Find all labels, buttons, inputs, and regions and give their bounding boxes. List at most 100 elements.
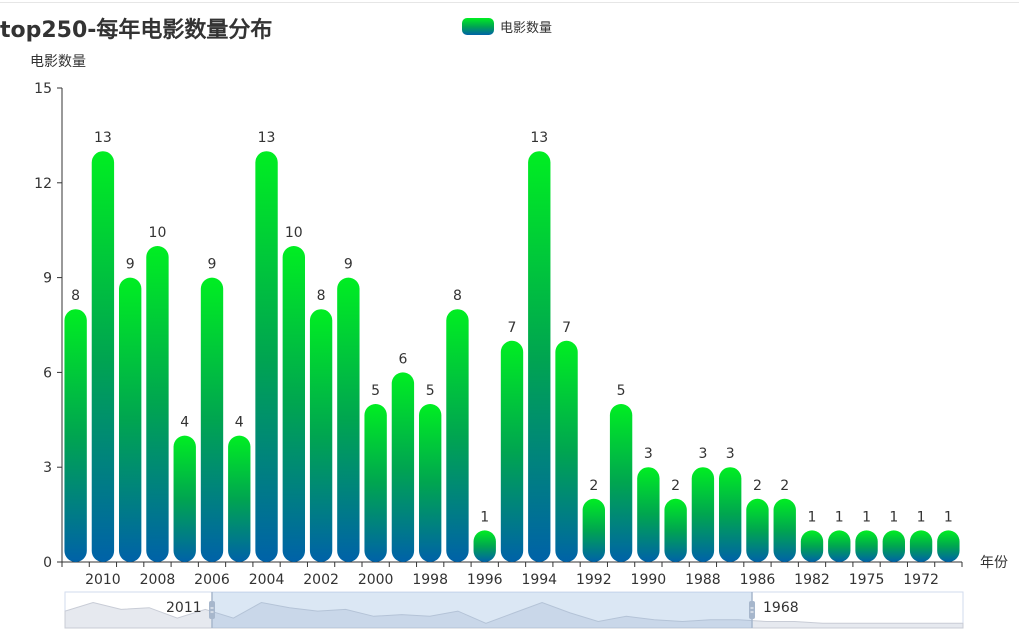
datazoom-end-grip-icon[interactable]: [749, 601, 755, 619]
x-axis-title: 年份: [980, 555, 1008, 571]
bar[interactable]: [555, 340, 578, 562]
data-label: 10: [149, 225, 167, 241]
data-label: 1: [480, 509, 489, 525]
bar[interactable]: [391, 372, 415, 562]
bar[interactable]: [582, 498, 605, 562]
data-label: 4: [235, 415, 244, 431]
bar[interactable]: [91, 151, 115, 562]
legend-swatch-icon[interactable]: [462, 18, 494, 35]
datazoom-selection[interactable]: [212, 592, 752, 628]
legend-label[interactable]: 电影数量: [500, 21, 553, 36]
bar[interactable]: [473, 530, 496, 562]
bar[interactable]: [255, 151, 278, 562]
data-label: 3: [726, 446, 735, 462]
legend[interactable]: 电影数量: [462, 17, 552, 36]
data-label: 2: [671, 478, 680, 494]
bar[interactable]: [882, 530, 905, 562]
x-tick-label: 1988: [685, 572, 721, 588]
bar[interactable]: [800, 530, 824, 562]
x-tick-label: 1996: [467, 572, 503, 588]
data-label: 9: [344, 257, 353, 273]
bar[interactable]: [64, 309, 87, 562]
bar[interactable]: [200, 277, 224, 562]
bar[interactable]: [746, 498, 769, 562]
bar[interactable]: [282, 246, 305, 562]
bar[interactable]: [637, 467, 660, 562]
bar[interactable]: [719, 467, 742, 562]
x-tick-label: 1982: [794, 572, 830, 588]
bar[interactable]: [173, 435, 196, 562]
data-label: 13: [530, 130, 548, 146]
y-tick-label: 6: [43, 365, 52, 381]
x-tick-label: 2002: [303, 572, 339, 588]
data-label: 9: [126, 257, 135, 273]
data-label: 3: [644, 446, 653, 462]
data-label: 1: [862, 509, 871, 525]
bar[interactable]: [446, 309, 469, 562]
bar[interactable]: [528, 151, 551, 562]
data-label: 5: [371, 383, 380, 399]
data-label: 3: [698, 446, 707, 462]
data-label: 2: [780, 478, 789, 494]
data-label: 1: [808, 509, 817, 525]
x-tick-label: 1986: [740, 572, 776, 588]
top-divider: [0, 2, 1019, 3]
data-label: 4: [180, 415, 189, 431]
bar[interactable]: [909, 530, 933, 562]
y-axis-title: 电影数量: [30, 54, 86, 70]
data-label: 1: [835, 509, 844, 525]
data-label: 5: [426, 383, 435, 399]
data-label: 13: [94, 130, 112, 146]
datazoom-start-grip-icon[interactable]: [209, 601, 215, 619]
data-label: 7: [508, 320, 517, 336]
chart-title: top250-每年电影数量分布: [0, 18, 273, 43]
bar[interactable]: [146, 246, 169, 562]
bar[interactable]: [828, 530, 851, 562]
x-tick-label: 2006: [194, 572, 230, 588]
bar[interactable]: [364, 404, 387, 562]
data-label: 8: [71, 288, 80, 304]
datazoom-end-label: 1968: [763, 600, 799, 616]
bar[interactable]: [500, 340, 524, 562]
data-label: 1: [889, 509, 898, 525]
y-tick-label: 15: [34, 81, 52, 97]
x-tick-label: 1994: [521, 572, 557, 588]
datazoom-start-label: 2011: [166, 600, 202, 616]
bar[interactable]: [609, 404, 633, 562]
data-label: 2: [589, 478, 598, 494]
x-tick-label: 2010: [85, 572, 121, 588]
bar[interactable]: [337, 277, 360, 562]
data-label: 1: [917, 509, 926, 525]
datazoom-preview: [64, 601, 964, 629]
x-tick-label: 1975: [849, 572, 885, 588]
x-tick-label: 2000: [358, 572, 394, 588]
x-tick-label: 1972: [903, 572, 939, 588]
bar[interactable]: [937, 530, 960, 562]
bar[interactable]: [664, 498, 687, 562]
bar[interactable]: [773, 498, 796, 562]
bar[interactable]: [419, 404, 442, 562]
y-tick-label: 9: [43, 271, 52, 287]
x-tick-label: 2004: [249, 572, 285, 588]
data-label: 2: [753, 478, 762, 494]
bar[interactable]: [228, 435, 251, 562]
data-label: 8: [317, 288, 326, 304]
data-label: 1: [944, 509, 953, 525]
bar[interactable]: [691, 467, 715, 562]
data-label: 9: [208, 257, 217, 273]
y-tick-label: 0: [43, 555, 52, 571]
data-label: 8: [453, 288, 462, 304]
data-label: 5: [617, 383, 626, 399]
data-label: 7: [562, 320, 571, 336]
bar[interactable]: [855, 530, 878, 562]
bar[interactable]: [119, 277, 142, 562]
y-tick-label: 3: [43, 460, 52, 476]
bar[interactable]: [309, 309, 333, 562]
x-tick-label: 2008: [140, 572, 176, 588]
x-tick-label: 1990: [631, 572, 667, 588]
y-tick-label: 12: [34, 176, 52, 192]
data-label: 13: [258, 130, 276, 146]
x-tick-label: 1992: [576, 572, 612, 588]
data-label: 10: [285, 225, 303, 241]
